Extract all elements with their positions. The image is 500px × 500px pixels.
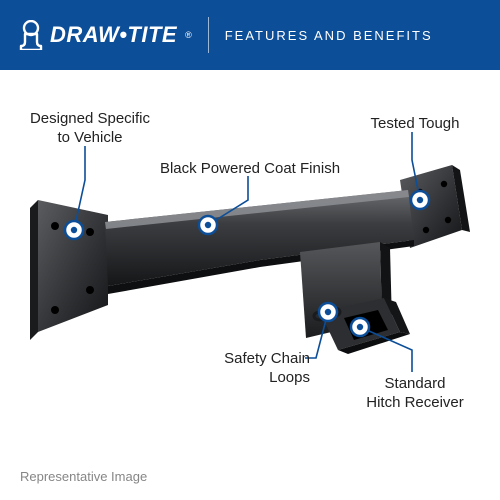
brand-logo: DRAW•TITE ® xyxy=(18,20,192,50)
callout-loops: Safety ChainLoops xyxy=(200,350,310,388)
footer-note: Representative Image xyxy=(20,469,147,484)
callout-receiver: StandardHitch Receiver xyxy=(345,375,485,413)
callout-designed: Designed Specificto Vehicle xyxy=(20,110,160,148)
brand-name: DRAW•TITE xyxy=(50,22,177,48)
header-subtitle: FEATURES AND BENEFITS xyxy=(225,28,433,43)
header-bar: DRAW•TITE ® FEATURES AND BENEFITS xyxy=(0,0,500,70)
header-divider xyxy=(208,17,209,53)
content-area: Designed Specificto Vehicle Black Powered… xyxy=(0,70,500,500)
hitch-ball-icon xyxy=(18,20,44,50)
callout-black: Black Powered Coat Finish xyxy=(140,160,360,179)
registered-mark: ® xyxy=(185,30,192,40)
infographic-page: DRAW•TITE ® FEATURES AND BENEFITS xyxy=(0,0,500,500)
callout-tested: Tested Tough xyxy=(355,115,475,134)
